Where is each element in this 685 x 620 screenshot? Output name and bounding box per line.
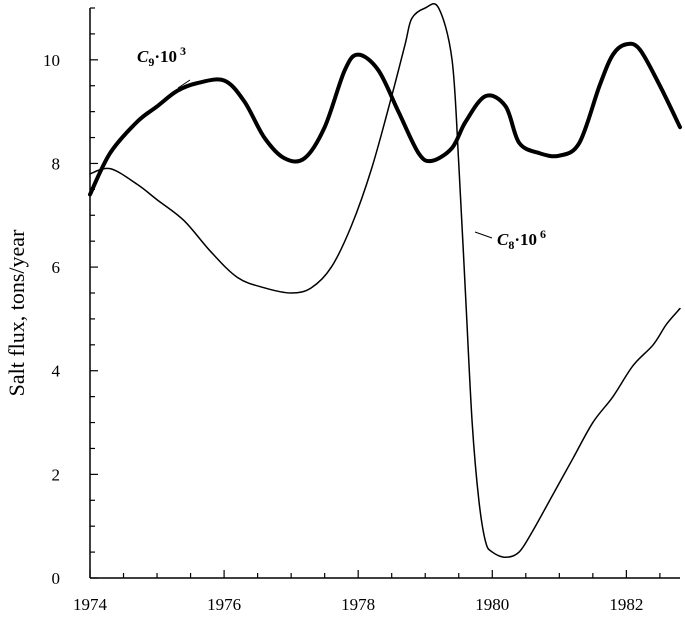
x-tick-label: 1976 (207, 595, 241, 614)
series-group (88, 3, 682, 559)
leader-line-c8 (474, 231, 493, 239)
y-tick-label: 0 (52, 569, 61, 588)
x-tick-label: 1978 (341, 595, 375, 614)
axes (89, 8, 680, 579)
series-line-c9 (88, 41, 682, 197)
y-tick-label: 10 (43, 51, 60, 70)
series-labels: C9·10 3 C8·10 6 (137, 44, 546, 252)
series-line-c8 (89, 3, 681, 559)
x-tick-label: 1982 (609, 595, 643, 614)
x-tick-label: 1980 (475, 595, 509, 614)
leader-line-c9 (177, 79, 191, 89)
y-tick-label: 6 (52, 258, 61, 277)
y-axis-label: Salt flux, tons/year (4, 229, 29, 396)
tick-labels: 0 2 4 6 8 10 1974 1976 1978 1980 1982 (43, 51, 643, 614)
y-tick-label: 8 (52, 154, 61, 173)
series-label-c8: C8·10 6 (497, 227, 546, 252)
y-tick-label: 2 (52, 465, 61, 484)
series-label-c9: C9·10 3 (137, 44, 186, 69)
y-tick-label: 4 (52, 362, 61, 381)
x-tick-label: 1974 (73, 595, 108, 614)
ticks (89, 7, 661, 579)
